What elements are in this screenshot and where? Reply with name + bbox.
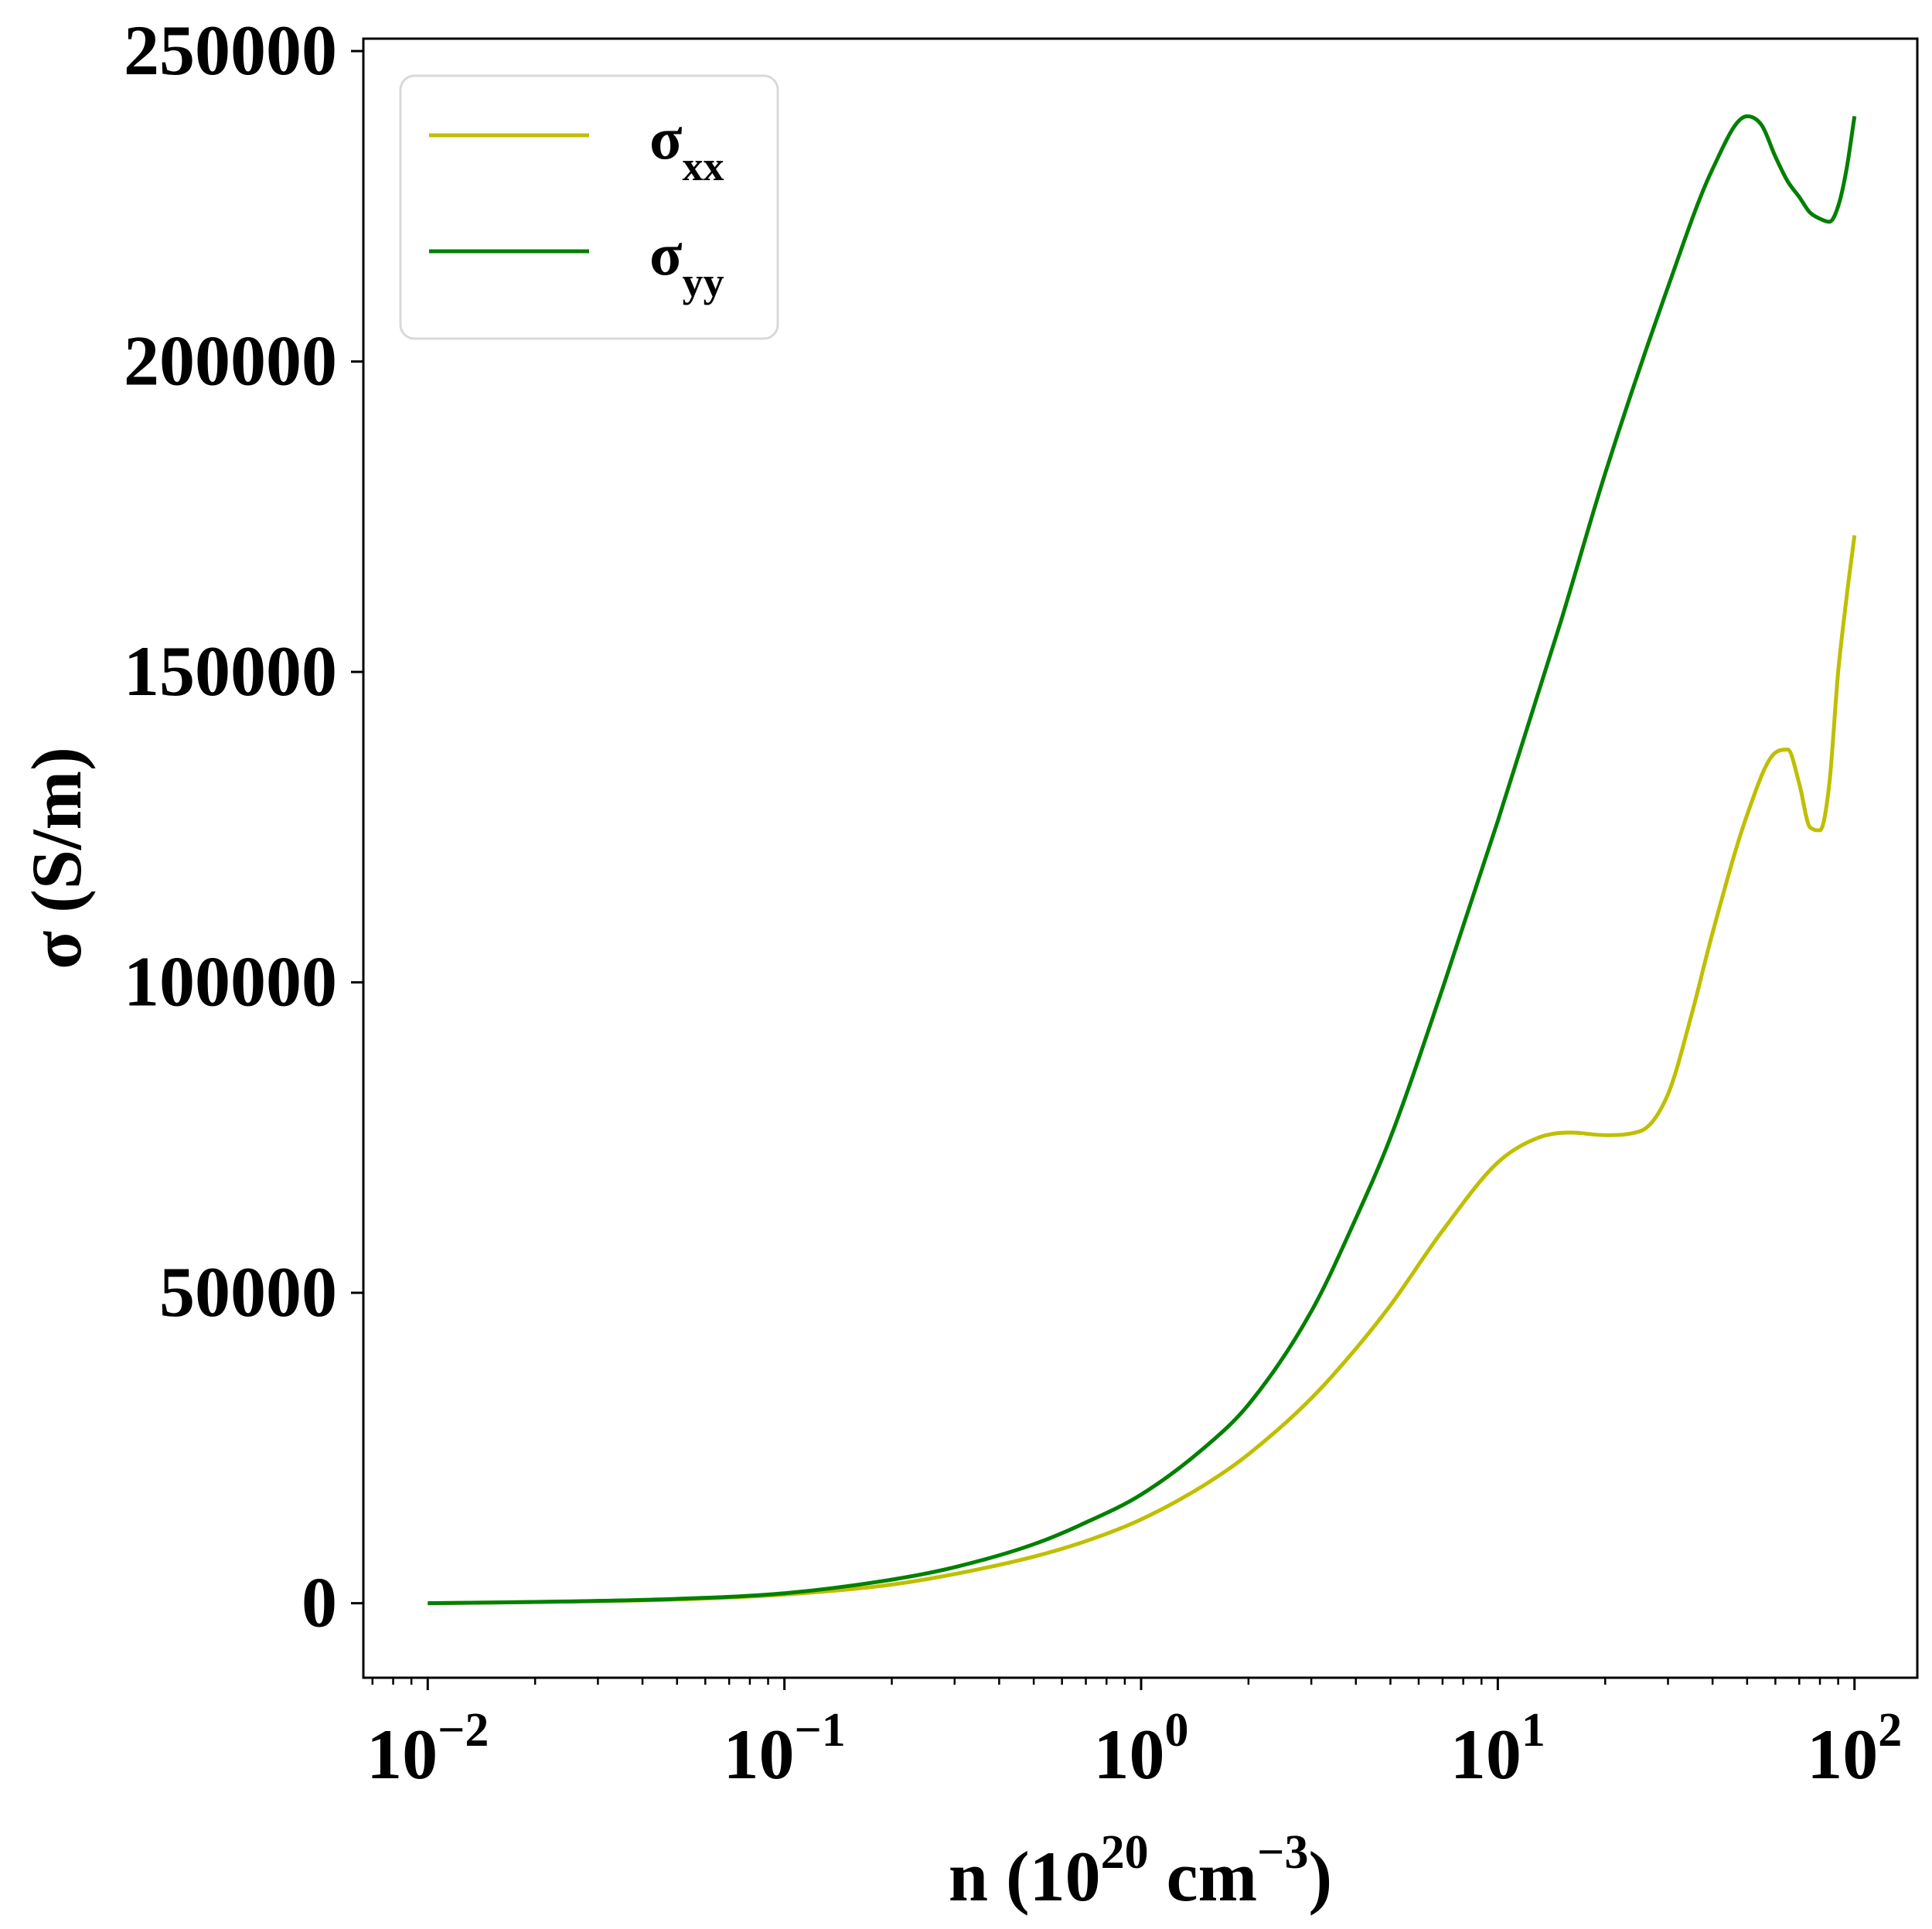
y-tick-label: 150000	[124, 632, 337, 711]
x-axis-label-main: n (10	[949, 1837, 1101, 1916]
x-axis-label: n (1020 cm−3)	[949, 1826, 1332, 1916]
x-axis-label-mid: cm	[1149, 1837, 1257, 1916]
x-axis-label-sup1: 20	[1101, 1826, 1149, 1879]
x-tick-label: 10−2	[366, 1704, 489, 1794]
x-tick-label: 101	[1450, 1704, 1545, 1794]
y-axis-label: σ (S/m)	[17, 747, 96, 970]
y-tick-label: 0	[302, 1563, 337, 1642]
x-tick-label: 100	[1094, 1704, 1189, 1794]
y-tick-label: 100000	[124, 942, 337, 1021]
x-tick-label: 102	[1807, 1704, 1902, 1794]
y-tick-label: 200000	[124, 322, 337, 400]
legend-label-sigma-xx: σxx	[649, 104, 724, 189]
legend: σxx σyy	[399, 74, 779, 340]
legend-label-sigma-yy: σyy	[649, 220, 724, 305]
series-line-sigma-xx	[428, 535, 1857, 1606]
series-line-sigma-yy	[428, 114, 1857, 1606]
plot-frame	[362, 37, 1919, 1679]
series-layer	[428, 114, 1857, 1606]
x-axis-label-sup2: −3	[1257, 1826, 1308, 1879]
legend-frame	[399, 74, 779, 340]
y-tick-label: 250000	[124, 11, 337, 90]
y-tick-label: 50000	[159, 1252, 337, 1331]
x-axis-label-end: )	[1309, 1837, 1333, 1916]
ticks-layer: 0 50000 100000 150000 200000 250000 10−2 10−1 10…	[124, 11, 1902, 1794]
x-tick-label: 10−1	[723, 1704, 845, 1794]
